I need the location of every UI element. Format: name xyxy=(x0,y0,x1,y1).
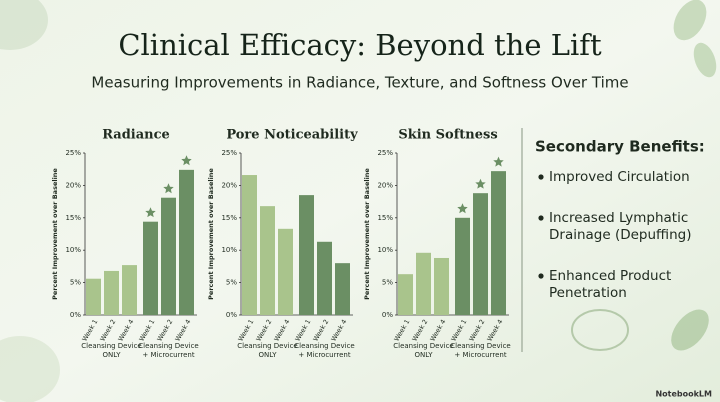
side-item: Increased Lymphatic xyxy=(549,210,688,226)
y-tick-label: 20% xyxy=(221,181,237,189)
y-tick-label: 10% xyxy=(377,246,393,254)
chart-title: Radiance xyxy=(102,128,170,143)
highlight-star xyxy=(181,155,192,166)
bar xyxy=(491,171,506,315)
bar xyxy=(86,278,101,315)
decor-leaf xyxy=(673,0,707,41)
highlight-star xyxy=(163,183,174,194)
brand: NotebookLM xyxy=(655,390,712,399)
y-tick-label: 0% xyxy=(70,311,81,319)
side-list: Improved Circulation Increased LymphaticD… xyxy=(538,169,692,301)
bar xyxy=(335,263,350,315)
group-label: + Microcurrent xyxy=(454,351,506,359)
highlight-star xyxy=(145,207,156,218)
y-tick-label: 15% xyxy=(221,214,237,222)
y-tick-label: 20% xyxy=(377,181,393,189)
group-label: + Microcurrent xyxy=(142,351,194,359)
side-heading: Secondary Benefits: xyxy=(535,138,705,156)
bullet xyxy=(538,273,544,279)
bar xyxy=(455,217,470,315)
y-tick-label: 25% xyxy=(65,149,81,157)
decor-cell xyxy=(0,336,60,402)
y-tick-label: 10% xyxy=(221,246,237,254)
bar xyxy=(434,257,449,315)
y-axis-label: Percent Improvement over Baseline xyxy=(51,168,59,300)
chart-title: Skin Softness xyxy=(398,128,497,143)
side-item: Enhanced Product xyxy=(549,268,671,284)
group-label: ONLY xyxy=(259,351,278,359)
bar xyxy=(104,270,119,315)
bar xyxy=(317,241,332,315)
bar xyxy=(416,252,431,315)
group-label: Cleansing Device xyxy=(237,342,298,350)
bar xyxy=(299,195,314,315)
bullet xyxy=(538,215,544,221)
y-tick-label: 0% xyxy=(226,311,237,319)
y-tick-label: 5% xyxy=(226,279,237,287)
charts: Radiance Percent Improvement over Baselin… xyxy=(51,128,511,360)
group-label: Cleansing Device xyxy=(450,342,511,350)
side-item: Improved Circulation xyxy=(549,169,690,185)
y-tick-label: 25% xyxy=(221,149,237,157)
y-tick-label: 15% xyxy=(65,214,81,222)
bar xyxy=(122,265,137,315)
side-item: Penetration xyxy=(549,285,627,301)
highlight-star xyxy=(493,156,504,167)
y-tick-label: 20% xyxy=(65,181,81,189)
group-label: Cleansing Device xyxy=(393,342,454,350)
bar xyxy=(242,175,257,315)
decor-cell xyxy=(571,309,629,351)
group-label: ONLY xyxy=(103,351,122,359)
highlight-star xyxy=(457,203,468,214)
y-tick-label: 5% xyxy=(382,279,393,287)
y-axis-label: Percent Improvement over Baseline xyxy=(363,168,371,300)
bullet xyxy=(538,174,544,180)
bar xyxy=(179,169,194,315)
y-tick-label: 0% xyxy=(382,311,393,319)
group-label: Cleansing Device xyxy=(81,342,142,350)
chart-title: Pore Noticeability xyxy=(226,128,358,143)
highlight-star xyxy=(475,178,486,189)
bar xyxy=(260,206,275,315)
slide-title: Clinical Efficacy: Beyond the Lift xyxy=(118,28,602,62)
y-axis-label: Percent Improvement over Baseline xyxy=(207,168,215,300)
y-tick-label: 10% xyxy=(65,246,81,254)
group-label: Cleansing Device xyxy=(138,342,199,350)
decor-leaf xyxy=(693,42,717,78)
group-label: Cleansing Device xyxy=(294,342,355,350)
y-tick-label: 5% xyxy=(70,279,81,287)
y-tick-label: 25% xyxy=(377,149,393,157)
decor-leaf xyxy=(671,309,709,351)
y-tick-label: 15% xyxy=(377,214,393,222)
slide-subtitle: Measuring Improvements in Radiance, Text… xyxy=(91,74,628,92)
side-item: Drainage (Depuffing) xyxy=(549,227,692,243)
decor-cell xyxy=(0,0,48,50)
bar xyxy=(278,228,293,315)
group-label: + Microcurrent xyxy=(298,351,350,359)
bar xyxy=(161,197,176,315)
group-label: ONLY xyxy=(415,351,434,359)
bar xyxy=(473,193,488,315)
bar xyxy=(143,221,158,315)
bar xyxy=(398,274,413,315)
